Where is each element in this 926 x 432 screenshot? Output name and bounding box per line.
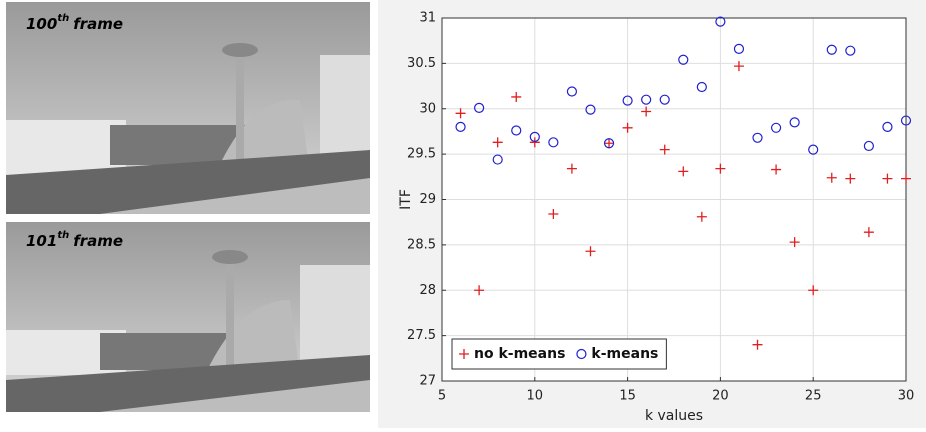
legend-label: no k-means: [474, 346, 565, 362]
marker-plus: [492, 137, 503, 148]
frame-word: frame: [73, 232, 123, 250]
marker-plus: [826, 172, 837, 183]
marker-circle: [752, 132, 763, 143]
frame-suffix: th: [57, 13, 69, 24]
marker-plus: [604, 138, 615, 149]
marker-circle: [900, 115, 912, 126]
marker-plus: [771, 164, 782, 175]
marker-plus: [715, 163, 726, 174]
marker-circle: [678, 54, 689, 65]
marker-plus: [474, 285, 485, 296]
marker-plus: [808, 285, 819, 296]
marker-plus: [696, 211, 707, 222]
x-axis-label: k values: [645, 408, 703, 424]
marker-plus: [752, 339, 763, 350]
marker-circle: [863, 140, 874, 152]
marker-circle: [789, 117, 800, 128]
plot-border: [441, 17, 907, 382]
marker-circle: [548, 137, 559, 148]
marker-plus: [622, 122, 633, 133]
y-tick-label: 31: [419, 11, 436, 26]
y-tick-label: 27: [419, 374, 436, 389]
marker-plus: [641, 106, 652, 117]
marker-plus: [511, 91, 522, 102]
marker-circle: [826, 44, 837, 55]
legend: [451, 338, 667, 370]
marker-circle: [511, 125, 522, 136]
x-tick-label: 5: [438, 389, 446, 404]
y-tick-label: 30.5: [407, 56, 436, 71]
marker-plus: [678, 166, 689, 177]
marker-plus: [529, 137, 540, 148]
x-tick-label: 25: [805, 389, 822, 404]
marker-circle: [529, 131, 540, 142]
marker-plus: [733, 61, 744, 72]
marker-circle: [845, 45, 856, 56]
marker-circle: [576, 348, 587, 360]
marker-plus: [566, 163, 577, 174]
frame-number: 100: [26, 15, 57, 33]
photo-top: [6, 2, 370, 214]
marker-plus: [901, 173, 911, 184]
frame-label: 101th frame: [26, 230, 123, 250]
y-tick-label: 28.5: [407, 237, 436, 252]
x-tick-label: 20: [712, 389, 729, 404]
x-tick-label: 15: [619, 389, 636, 404]
marker-circle: [566, 86, 578, 97]
marker-circle: [492, 154, 503, 165]
marker-plus: [459, 349, 469, 359]
frame-number: 101: [26, 232, 57, 250]
marker-plus: [845, 173, 856, 184]
y-axis-label: ITF: [398, 189, 414, 210]
x-tick-label: 10: [527, 389, 544, 404]
marker-plus: [455, 108, 466, 119]
marker-circle: [696, 81, 707, 93]
marker-circle: [882, 121, 893, 133]
marker-plus: [882, 173, 893, 184]
marker-circle: [808, 144, 819, 155]
y-tick-label: 30: [419, 101, 436, 116]
frame-suffix: th: [57, 230, 69, 241]
marker-plus: [548, 209, 559, 220]
y-tick-label: 27.5: [407, 328, 436, 343]
y-tick-label: 28: [419, 283, 436, 298]
photo-bottom: [6, 222, 370, 412]
marker-circle: [733, 43, 745, 54]
marker-plus: [863, 227, 874, 238]
marker-circle: [641, 94, 652, 105]
marker-plus: [659, 144, 670, 155]
y-tick-label: 29: [419, 192, 436, 207]
x-tick-label: 30: [898, 389, 915, 404]
y-tick-label: 29.5: [407, 147, 436, 162]
frame-word: frame: [73, 15, 123, 33]
marker-circle: [603, 138, 615, 149]
marker-circle: [474, 102, 485, 113]
marker-circle: [659, 94, 670, 105]
marker-circle: [770, 122, 782, 133]
marker-circle: [455, 121, 466, 133]
frame-label: 100th frame: [26, 13, 123, 33]
marker-circle: [585, 104, 596, 115]
legend-label: k-means: [591, 346, 658, 362]
marker-circle: [715, 16, 726, 27]
marker-plus: [585, 246, 596, 257]
marker-plus: [789, 237, 800, 248]
marker-circle: [622, 95, 633, 106]
